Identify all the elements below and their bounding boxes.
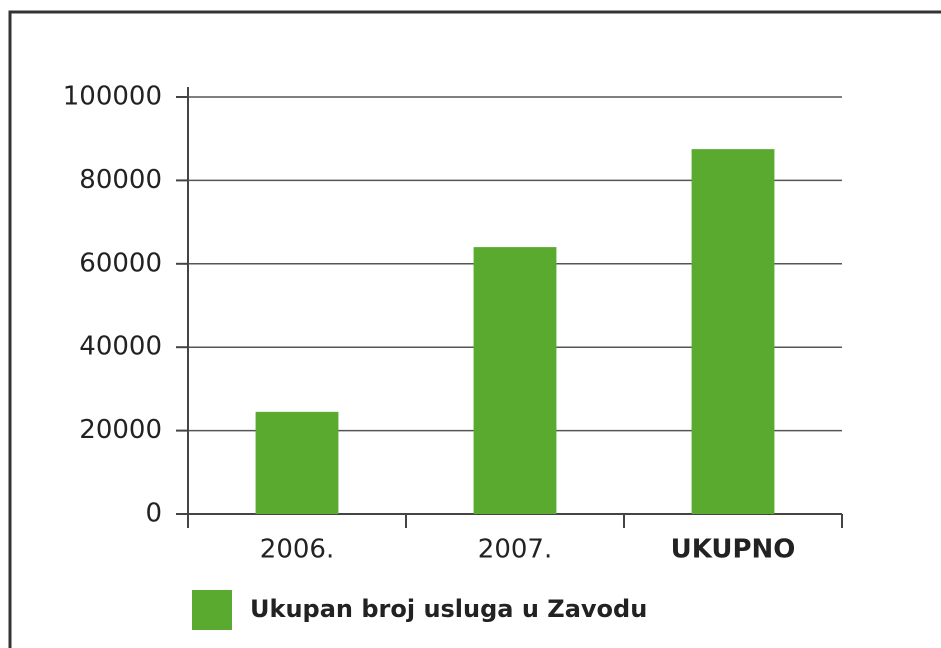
y-tick-label: 100000 xyxy=(63,82,162,112)
bar xyxy=(473,247,557,514)
x-tick-label: 2006. xyxy=(260,535,334,565)
frame xyxy=(8,10,941,648)
y-tick-label: 80000 xyxy=(79,165,162,195)
y-tick-label: 20000 xyxy=(79,415,162,445)
x-tick-label: 2007. xyxy=(478,535,552,565)
bar xyxy=(255,411,339,514)
y-tick-label: 40000 xyxy=(79,332,162,362)
y-tick-label: 60000 xyxy=(79,248,162,278)
bar xyxy=(691,149,775,514)
x-tick-label: UKUPNO xyxy=(671,535,796,565)
legend-swatch xyxy=(192,590,232,630)
legend-label: Ukupan broj usluga u Zavodu xyxy=(250,595,647,623)
y-tick-label: 0 xyxy=(145,499,162,529)
